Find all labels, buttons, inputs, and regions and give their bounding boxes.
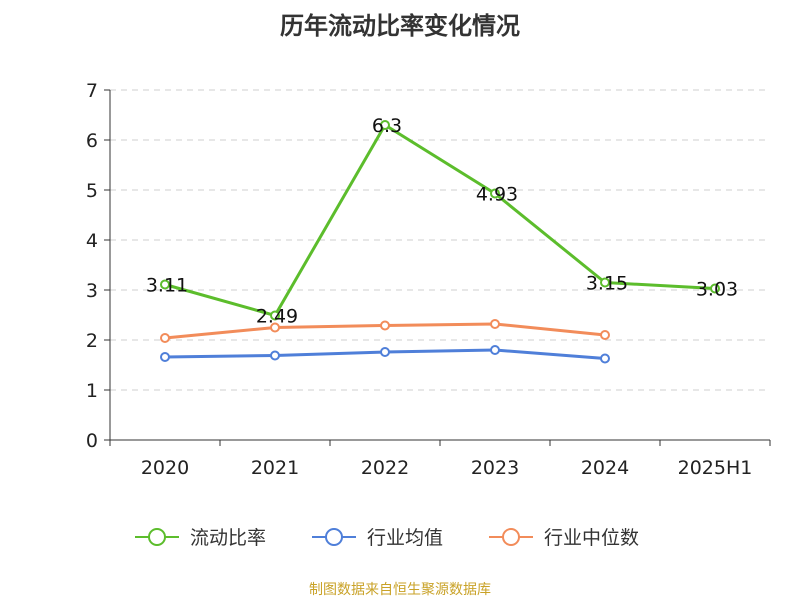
chart-title: 历年流动比率变化情况 [280, 12, 520, 40]
x-tick-label: 2021 [251, 457, 299, 479]
legend: 流动比率 行业均值 行业中位数 [135, 527, 639, 549]
source-note: 制图数据来自恒生聚源数据库 [309, 582, 491, 598]
y-tick-label: 7 [86, 80, 98, 102]
data-point [600, 277, 610, 288]
x-tick-label: 2024 [581, 457, 629, 479]
data-point [270, 310, 280, 321]
data-point [270, 350, 280, 361]
y-tick-label: 0 [86, 430, 98, 452]
legend-marker [148, 528, 166, 546]
axes: 0 1 2 3 4 5 6 7 2020 2021 2022 2023 2024 2025H1 [86, 80, 771, 479]
y-tick-label: 6 [86, 130, 98, 152]
legend-label: 流动比率 [190, 527, 266, 549]
x-tick-label: 2020 [141, 457, 189, 479]
x-tick-label: 2023 [471, 457, 519, 479]
x-tick-label: 2022 [361, 457, 409, 479]
data-point [490, 188, 500, 199]
series-lines [160, 120, 720, 364]
series-line [163, 123, 717, 317]
data-point [380, 347, 390, 357]
data-point [490, 319, 500, 329]
data-label: 4.93 [476, 184, 518, 206]
data-point [160, 352, 170, 362]
legend-marker [325, 528, 343, 546]
y-tick-label: 2 [86, 330, 98, 352]
data-point [380, 120, 390, 130]
legend-marker [502, 528, 520, 546]
data-point [490, 345, 500, 355]
data-label: 2.49 [256, 306, 298, 328]
data-label: 3.03 [696, 279, 738, 301]
data-point [710, 283, 720, 294]
data-labels: 3.11 2.49 6.3 4.93 3.15 3.03 [146, 115, 738, 328]
data-label: 3.15 [586, 273, 628, 295]
data-point [160, 333, 170, 343]
data-point [600, 353, 610, 364]
gridlines [110, 89, 770, 391]
legend-label: 行业中位数 [544, 527, 639, 549]
data-point [270, 322, 280, 333]
y-tick-label: 5 [86, 180, 98, 202]
y-tick-label: 4 [86, 230, 98, 252]
y-tick-label: 1 [86, 380, 98, 402]
x-tick-label: 2025H1 [678, 457, 753, 479]
data-point [380, 320, 390, 331]
data-label: 6.3 [372, 115, 402, 137]
legend-label: 行业均值 [367, 527, 443, 549]
data-point [600, 330, 610, 340]
data-point [160, 279, 170, 290]
data-label: 3.11 [146, 275, 188, 297]
y-tick-label: 3 [86, 280, 98, 302]
